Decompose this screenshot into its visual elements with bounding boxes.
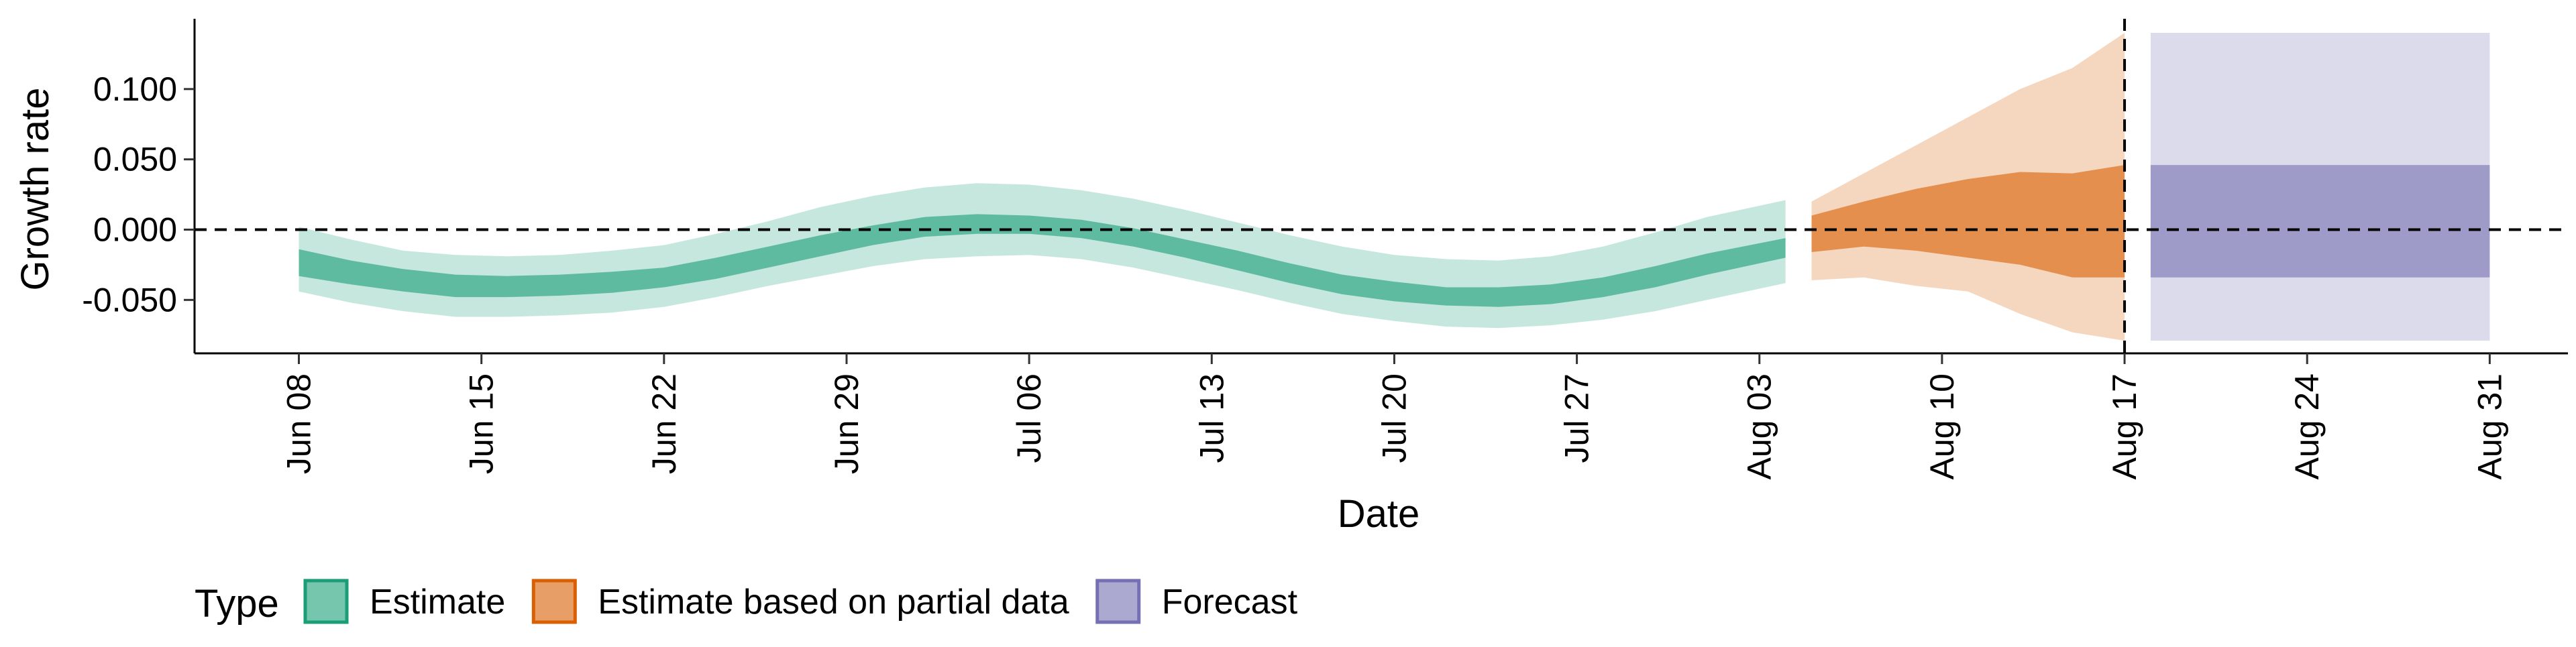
x-tick-label: Jun 29 — [828, 373, 865, 474]
bands-layer — [299, 33, 2490, 341]
legend-swatch-estimate — [303, 579, 349, 624]
x-tick-label: Jul 27 — [1558, 373, 1596, 463]
x-tick-label: Aug 31 — [2471, 373, 2508, 479]
legend-label-estimate: Estimate — [370, 583, 505, 622]
x-tick-label: Aug 03 — [1741, 373, 1778, 479]
reference-lines-layer — [195, 19, 2568, 353]
legend-swatch-estimate-based-on-partial-data — [531, 579, 577, 624]
legend-swatch-forecast — [1095, 579, 1141, 624]
legend-title: Type — [195, 582, 279, 626]
forecast-band-50 — [2150, 165, 2490, 278]
x-tick-label: Jul 20 — [1375, 373, 1413, 463]
estimate-based-on-partial-data-band-50 — [1811, 165, 2125, 278]
x-tick-label: Aug 17 — [2106, 373, 2143, 479]
x-axis-title: Date — [1338, 492, 1420, 536]
x-tick-label: Jul 06 — [1010, 373, 1048, 463]
axes-layer: -0.050 0.000 0.050 0.100 Jun 08 Jun 15 Jun 22 J… — [82, 19, 2568, 479]
x-tick-label: Aug 10 — [1923, 373, 1961, 479]
x-tick-label: Jul 13 — [1193, 373, 1230, 463]
x-tick-label: Jun 15 — [463, 373, 500, 474]
x-tick-label: Jun 22 — [645, 373, 683, 474]
estimate-band-90 — [299, 183, 1786, 329]
y-axis-title: Growth rate — [13, 88, 57, 291]
legend: Type Estimate Estimate based on partial d… — [195, 579, 1298, 626]
x-tick-label: Jun 08 — [280, 373, 318, 474]
y-tick-label: -0.050 — [82, 281, 177, 318]
estimate-band-50 — [299, 214, 1786, 307]
y-tick-label: 0.100 — [93, 70, 177, 108]
x-tick-label: Aug 24 — [2288, 373, 2326, 479]
y-tick-label: 0.050 — [93, 141, 177, 178]
y-tick-label: 0.000 — [93, 211, 177, 248]
legend-label-forecast: Forecast — [1162, 583, 1298, 622]
legend-label-estimate-based-on-partial-data: Estimate based on partial data — [598, 583, 1069, 622]
